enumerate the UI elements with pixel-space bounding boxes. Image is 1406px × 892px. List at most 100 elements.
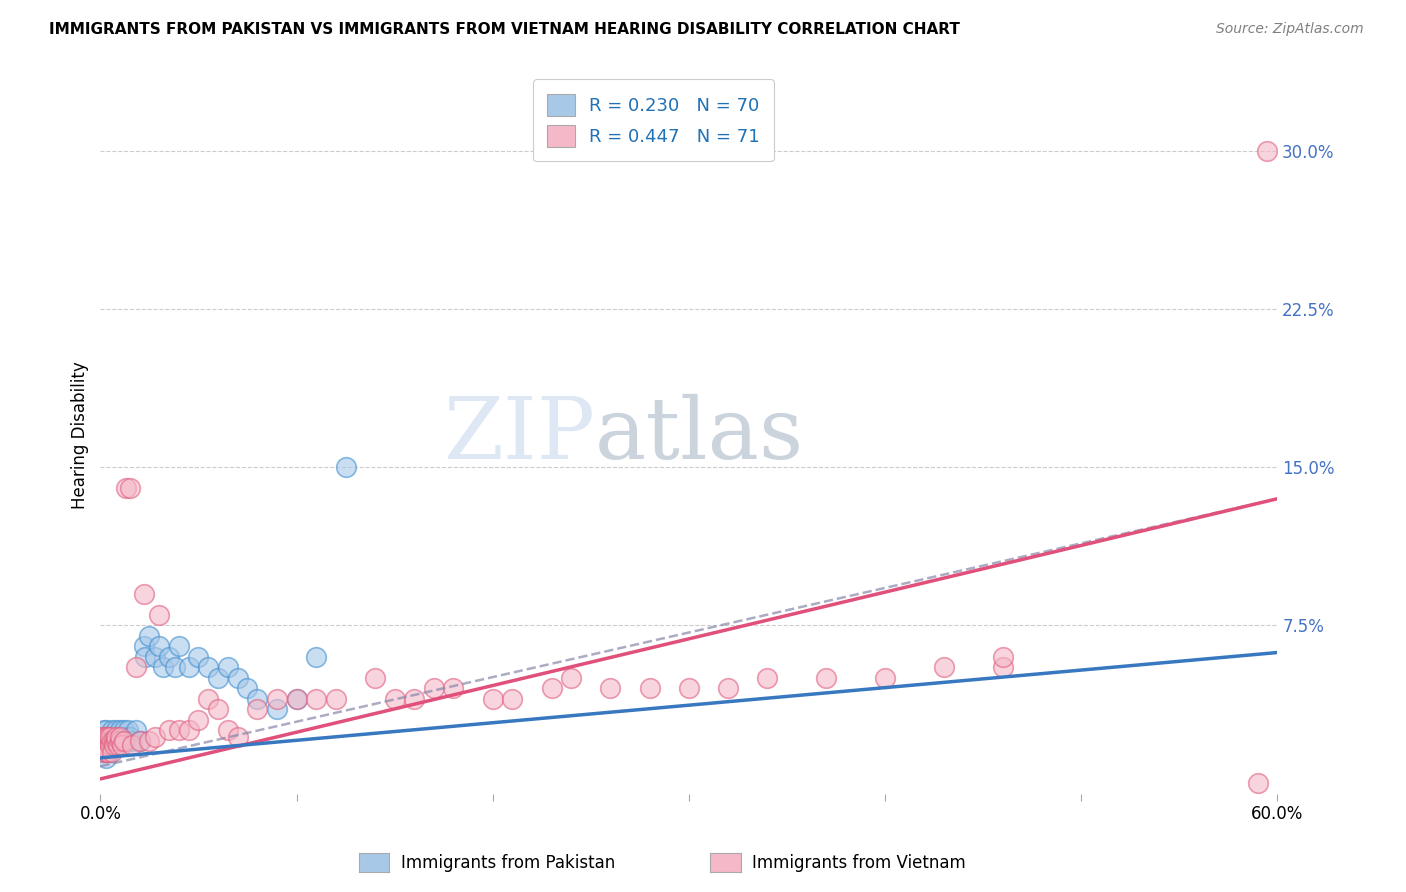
Point (167, 639, 190, 653)
Text: Immigrants from Vietnam: Immigrants from Vietnam (752, 854, 966, 871)
Point (97, 730, 120, 744)
Point (112, 734, 135, 748)
Point (91, 738, 114, 752)
Point (197, 660, 219, 674)
Point (384, 691, 406, 706)
Point (285, 691, 308, 706)
Point (111, 738, 134, 752)
Point (132, 639, 155, 653)
Point (143, 730, 166, 744)
Text: atlas: atlas (595, 394, 804, 477)
Point (134, 649, 156, 664)
Point (599, 681, 621, 696)
Point (91, 734, 114, 748)
Point (128, 734, 150, 748)
Point (96, 738, 118, 752)
Point (98, 738, 121, 752)
Point (364, 671, 387, 685)
Point (678, 681, 700, 696)
Point (108, 734, 131, 748)
Point (103, 730, 125, 744)
Text: ZIP: ZIP (443, 394, 595, 477)
Point (157, 649, 180, 664)
Point (96, 738, 118, 752)
Point (93, 730, 115, 744)
Point (481, 691, 503, 706)
Point (98, 730, 121, 744)
Point (1246, 776, 1268, 790)
Point (105, 723, 128, 738)
Point (246, 702, 269, 716)
Point (107, 734, 129, 748)
Point (96, 745, 118, 759)
Point (91, 734, 114, 748)
Point (103, 734, 125, 748)
Point (305, 691, 328, 706)
Point (105, 734, 128, 748)
Point (118, 481, 141, 495)
Point (101, 745, 124, 759)
Point (111, 730, 134, 744)
Point (105, 730, 128, 744)
Point (207, 671, 229, 685)
Point (423, 681, 446, 696)
Point (638, 681, 661, 696)
Point (108, 730, 131, 744)
Point (103, 738, 125, 752)
Point (97, 730, 120, 744)
Point (91, 738, 114, 752)
Point (101, 723, 124, 738)
Point (97, 734, 120, 748)
Point (404, 691, 426, 706)
Point (560, 671, 582, 685)
Point (501, 691, 523, 706)
Point (96, 734, 118, 748)
Point (93, 738, 115, 752)
Point (187, 649, 209, 664)
Point (128, 734, 150, 748)
Point (121, 738, 143, 752)
Point (111, 734, 134, 748)
Point (266, 691, 288, 706)
Point (325, 691, 347, 706)
Point (96, 730, 118, 744)
Point (103, 734, 125, 748)
Text: IMMIGRANTS FROM PAKISTAN VS IMMIGRANTS FROM VIETNAM HEARING DISABILITY CORRELATI: IMMIGRANTS FROM PAKISTAN VS IMMIGRANTS F… (49, 22, 960, 37)
Point (305, 649, 328, 664)
Y-axis label: Hearing Disability: Hearing Disability (72, 361, 89, 509)
Point (101, 734, 124, 748)
Point (98, 734, 121, 748)
Point (117, 723, 139, 738)
Point (97, 745, 120, 759)
Point (226, 671, 249, 685)
Point (107, 738, 129, 752)
Point (96, 745, 118, 759)
Point (157, 723, 180, 738)
Point (98, 734, 121, 748)
Point (121, 734, 143, 748)
Point (96, 734, 118, 748)
Point (93, 734, 115, 748)
Point (163, 660, 186, 674)
Point (148, 607, 170, 622)
Point (115, 481, 138, 495)
Point (167, 723, 190, 738)
Point (105, 730, 128, 744)
Point (187, 713, 209, 727)
Point (266, 702, 288, 716)
Point (143, 649, 166, 664)
Point (91, 730, 114, 744)
Point (93, 723, 115, 738)
Point (124, 723, 146, 738)
Point (285, 691, 308, 706)
Point (93, 734, 115, 748)
Point (98, 738, 121, 752)
Point (96, 751, 118, 765)
Point (991, 649, 1014, 664)
Text: Immigrants from Pakistan: Immigrants from Pakistan (401, 854, 614, 871)
Point (97, 738, 120, 752)
Point (93, 730, 115, 744)
Point (93, 745, 115, 759)
Point (101, 734, 124, 748)
Point (91, 745, 114, 759)
